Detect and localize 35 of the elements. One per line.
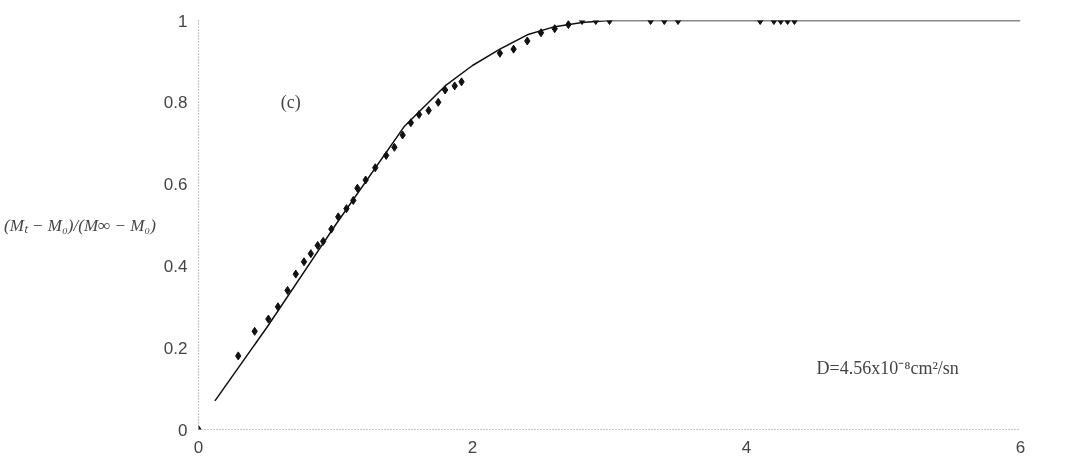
point bbox=[274, 302, 282, 312]
point bbox=[391, 142, 398, 152]
point bbox=[551, 24, 558, 34]
x-tick-label: 4 bbox=[741, 437, 752, 457]
point bbox=[399, 130, 406, 140]
x-tick-label: 0 bbox=[193, 437, 204, 457]
point bbox=[510, 44, 517, 54]
point bbox=[300, 257, 308, 267]
point bbox=[451, 81, 458, 91]
x-tick-label: 2 bbox=[467, 437, 478, 457]
y-tick-label: 0 bbox=[178, 420, 188, 440]
point bbox=[314, 240, 321, 250]
point bbox=[537, 28, 545, 38]
point bbox=[496, 48, 504, 58]
point bbox=[458, 77, 465, 87]
annotation: (c) bbox=[280, 92, 301, 114]
point bbox=[435, 97, 442, 107]
point bbox=[251, 326, 258, 336]
y-tick-label: 0.6 bbox=[163, 175, 188, 195]
y-tick-label: 0.4 bbox=[163, 256, 188, 276]
point bbox=[292, 269, 299, 279]
point bbox=[425, 105, 432, 115]
point bbox=[524, 36, 531, 46]
y-tick-label: 1 bbox=[178, 11, 188, 31]
point bbox=[354, 183, 361, 193]
y-axis-title: (Mₜ − M₀)/(M∞ − M₀) bbox=[3, 215, 157, 235]
point bbox=[441, 85, 449, 95]
x-tick-label: 6 bbox=[1015, 437, 1026, 457]
annotation: D=4.56x10⁻⁸cm²/sn bbox=[816, 358, 959, 379]
y-tick-label: 0.2 bbox=[163, 338, 188, 358]
point bbox=[307, 249, 315, 259]
point bbox=[235, 351, 242, 361]
point bbox=[284, 285, 291, 295]
y-tick-label: 0.8 bbox=[163, 93, 188, 113]
point bbox=[265, 314, 272, 324]
